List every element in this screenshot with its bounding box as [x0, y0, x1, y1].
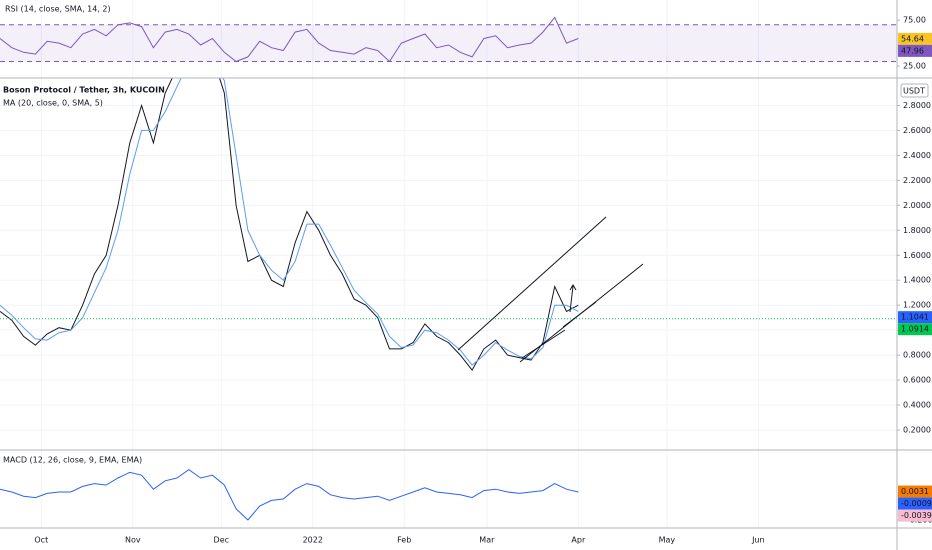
- last-value-box: [898, 509, 932, 522]
- unit-label: USDT: [903, 87, 925, 96]
- price-title: Boson Protocol / Tether, 3h, KUCOIN: [3, 86, 165, 95]
- last-value-box: [898, 311, 932, 324]
- x-tick-label: Apr: [571, 536, 586, 545]
- last-value-box: [898, 32, 932, 45]
- rsi-band: [0, 24, 897, 62]
- rsi-title: RSI (14, close, SMA, 14, 2): [5, 5, 111, 14]
- y-tick-label: 2.0000: [903, 201, 931, 210]
- trend-line: [457, 216, 607, 351]
- x-tick-label: Nov: [125, 536, 141, 545]
- last-value-box: [898, 497, 932, 510]
- y-tick-label: 2.6000: [903, 126, 931, 135]
- ma-title: MA (20, close, 0, SMA, 5): [3, 99, 103, 108]
- y-tick-label: 1.4000: [903, 276, 931, 285]
- last-value-label: 54.64: [901, 34, 924, 43]
- last-value-label: 1.0914: [901, 325, 929, 334]
- y-tick-label: 2.8000: [903, 101, 931, 110]
- last-value-box: [898, 485, 932, 498]
- last-value-label: 47.96: [901, 46, 924, 55]
- last-value-box: [898, 44, 932, 57]
- x-tick-label: Jun: [751, 536, 765, 545]
- last-value-label: 0.0031: [901, 487, 929, 496]
- x-tick-label: Oct: [34, 536, 48, 545]
- y-tick-label: 1.8000: [903, 226, 931, 235]
- trend-line: [521, 329, 566, 359]
- trend-line: [562, 301, 597, 328]
- y-tick-label: 0.6000: [903, 376, 931, 385]
- y-tick-label: 2.2000: [903, 176, 931, 185]
- last-value-label: -0.0009: [901, 499, 932, 508]
- drawings: [457, 216, 644, 363]
- y-tick-label: 1.2000: [903, 301, 931, 310]
- series-line: [0, 16, 579, 63]
- unit-box: [900, 83, 929, 98]
- series-line: [0, 78, 579, 366]
- y-tick-label: 75.00: [903, 16, 926, 25]
- last-value-box: [898, 323, 932, 336]
- last-value-label: 1.1041: [901, 313, 929, 322]
- y-tick-label: 2.4000: [903, 151, 931, 160]
- y-tick-label: 0.2000: [903, 426, 931, 435]
- y-tick-label: 0.4000: [903, 401, 931, 410]
- x-tick-label: 2022: [303, 536, 323, 545]
- y-tick-label: 25.00: [903, 62, 926, 71]
- y-tick-label: 1.6000: [903, 251, 931, 260]
- last-value-label: -0.0039: [901, 511, 932, 520]
- x-tick-label: Feb: [397, 536, 411, 545]
- series-line: [0, 468, 579, 521]
- arrow: [569, 284, 577, 313]
- x-tick-label: Mar: [479, 536, 495, 545]
- series-line: [0, 78, 579, 371]
- y-tick-label: 0.8000: [903, 351, 931, 360]
- x-tick-label: May: [659, 536, 676, 545]
- macd-title: MACD (12, 26, close, 9, EMA, EMA): [3, 456, 142, 465]
- x-tick-label: Dec: [214, 536, 229, 545]
